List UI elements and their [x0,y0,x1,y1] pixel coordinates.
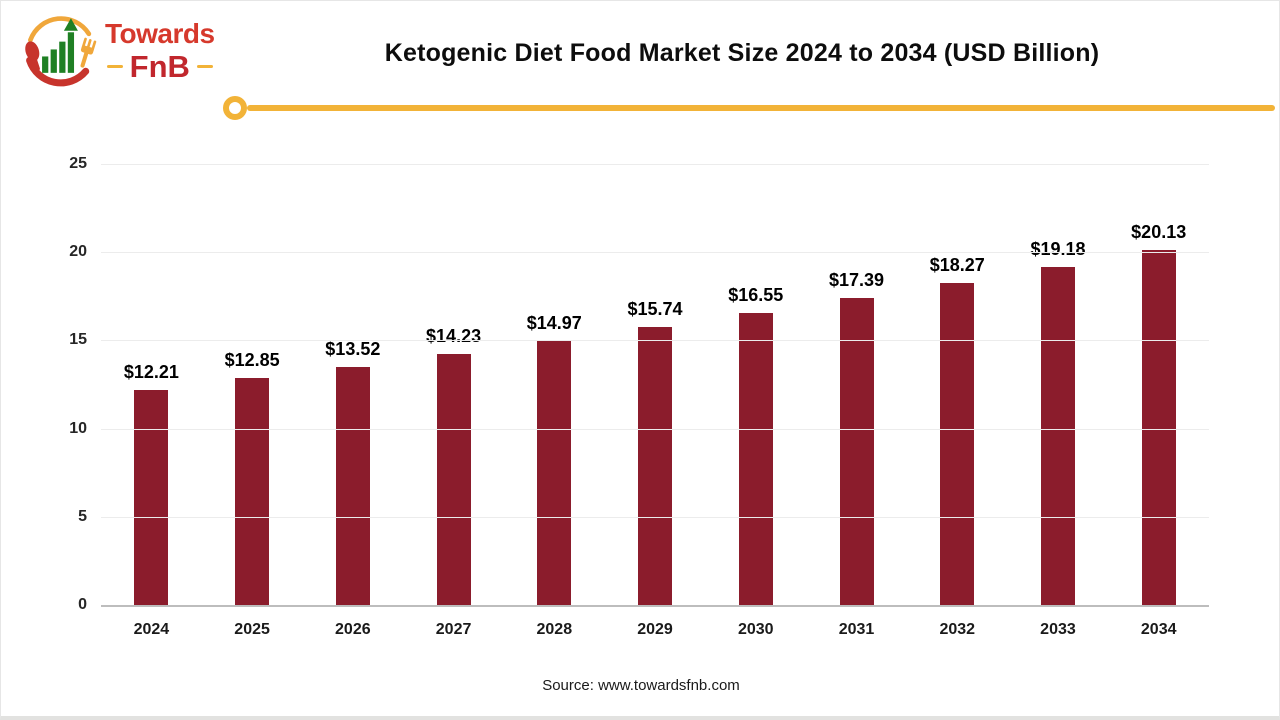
dash-decoration-right [196,65,213,68]
towardsfnb-logo: Towards FnB [21,11,215,91]
bar-value-label: $15.74 [627,299,683,320]
x-tick-label-2025: 2025 [234,621,270,638]
gridline-15 [101,340,1209,342]
y-tick-label-20: 20 [69,243,87,261]
spoon-icon [25,41,40,71]
plot-area: $12.21 $12.85 $13.52 $14.23 $14.97 $15.74 $16.… [101,164,1209,607]
y-tick-label-25: 25 [69,155,87,172]
x-tick-label-2027: 2027 [435,621,472,638]
y-tick-label-5: 5 [78,507,87,525]
bars-row: $12.21 $12.85 $13.52 $14.23 $14.97 $15.74 $16.… [101,164,1209,605]
x-tick-label-2024: 2024 [133,621,170,638]
bar-2031 [839,298,874,605]
brand-name-fnb-row: FnB [106,49,213,84]
gridline-20 [101,252,1209,254]
gridline-5 [101,516,1209,518]
x-tick-label-2034: 2034 [1140,621,1177,638]
x-tick-label-2026: 2026 [335,621,371,638]
bar-chart: 0 5 10 15 20 25 $12.21 $12.85 $13.52 $14.23 $14.9… [1,155,1279,684]
x-tick-label-2029: 2029 [637,621,673,638]
bar-value-label: $12.21 [123,361,179,382]
gridline-10 [101,428,1209,430]
bar-group-2029: $15.74 [605,164,706,605]
gridline-25 [101,164,1209,165]
brand-name-towards: Towards [105,18,215,49]
dash-decoration-left [106,65,123,68]
bar-2034 [1141,249,1176,605]
bar-2030 [738,313,773,605]
x-tick-label-2031: 2031 [838,621,875,638]
bar-value-label: $14.97 [526,312,582,333]
y-tick-label-0: 0 [78,596,87,613]
divider-ring-icon [223,96,247,120]
towardsfnb-logo-icon [25,16,97,87]
bar-group-2030: $16.55 [705,164,806,605]
bar-value-label: $20.13 [1131,221,1187,242]
bar-group-2033: $19.18 [1008,164,1109,605]
bar-group-2034: $20.13 [1108,164,1209,605]
bar-value-label: $17.39 [828,270,885,291]
bar-group-2028: $14.97 [504,164,605,605]
bar-2025 [235,378,270,605]
bar-group-2032: $18.27 [907,164,1008,605]
x-tick-label-2032: 2032 [939,621,976,638]
brand-text: Towards FnB [105,18,215,84]
bar-group-2026: $13.52 [302,164,403,605]
bar-2028 [537,340,572,605]
page-title: Ketogenic Diet Food Market Size 2024 to … [384,39,1100,67]
x-tick-label-2033: 2033 [1040,621,1076,638]
x-axis-labels: 2024 2025 2026 2027 2028 2029 2030 2031 2032 2033… [101,621,1209,639]
bar-2032 [940,282,975,605]
bar-group-2031: $17.39 [806,164,907,605]
growth-bars-icon [42,18,78,73]
divider-line [247,105,1275,111]
bar-value-label: $19.18 [1030,238,1086,259]
bar-value-label: $14.23 [426,325,482,346]
bar-value-label: $13.52 [325,338,381,359]
bar-value-label: $12.85 [224,350,280,371]
bar-group-2025: $12.85 [202,164,303,605]
bar-value-label: $18.27 [929,254,985,275]
bar-value-label: $16.55 [728,285,784,306]
x-tick-label-2028: 2028 [536,621,573,638]
source-text: Source: www.towardsfnb.com [542,677,740,694]
bar-2029 [638,327,673,605]
x-tick-label-2030: 2030 [737,621,774,638]
brand-name-fnb: FnB [129,49,190,84]
y-tick-label-10: 10 [69,419,87,437]
bar-2033 [1040,266,1075,605]
bar-group-2027: $14.23 [403,164,504,605]
bar-2027 [436,353,471,605]
fork-icon [80,37,97,68]
y-tick-label-15: 15 [69,331,87,349]
bar-2026 [335,366,370,605]
bar-2024 [134,389,169,605]
bar-group-2024: $12.21 [101,164,202,605]
